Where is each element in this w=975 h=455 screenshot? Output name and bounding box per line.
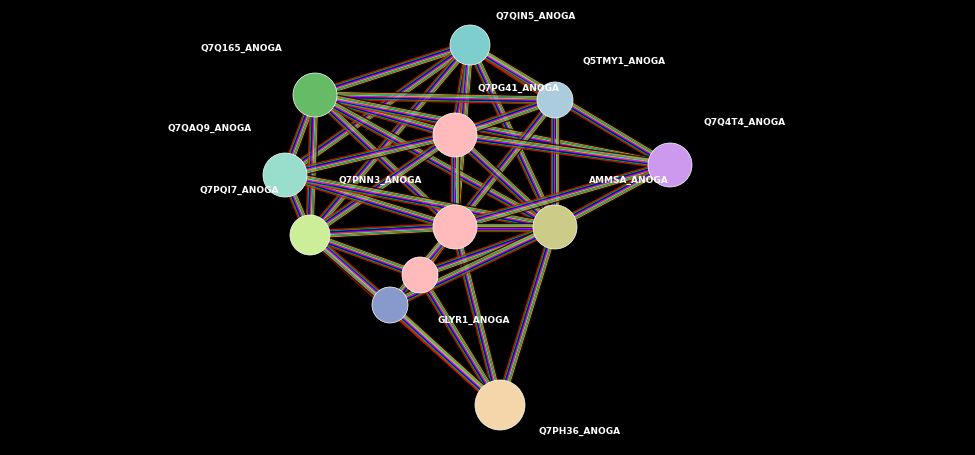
Text: Q7PH36_ANOGA: Q7PH36_ANOGA [538, 425, 621, 435]
Text: Q7PQI7_ANOGA: Q7PQI7_ANOGA [200, 185, 279, 194]
Circle shape [402, 258, 438, 293]
Circle shape [433, 114, 477, 157]
Circle shape [433, 206, 477, 249]
Circle shape [475, 380, 525, 430]
Circle shape [293, 74, 337, 118]
Text: AMMSA_ANOGA: AMMSA_ANOGA [589, 175, 669, 184]
Circle shape [648, 144, 692, 187]
Text: Q7PG41_ANOGA: Q7PG41_ANOGA [478, 83, 560, 92]
Text: GLYR1_ANOGA: GLYR1_ANOGA [438, 315, 511, 324]
Text: Q7QAQ9_ANOGA: Q7QAQ9_ANOGA [168, 123, 252, 132]
Circle shape [450, 26, 490, 66]
Text: Q7PNN3_ANOGA: Q7PNN3_ANOGA [338, 175, 422, 184]
Text: Q5TMY1_ANOGA: Q5TMY1_ANOGA [583, 56, 666, 66]
Circle shape [372, 288, 408, 324]
Circle shape [533, 206, 577, 249]
Circle shape [537, 83, 573, 119]
Text: Q7Q165_ANOGA: Q7Q165_ANOGA [200, 43, 282, 52]
Circle shape [263, 154, 307, 197]
Text: Q7QIN5_ANOGA: Q7QIN5_ANOGA [496, 11, 576, 20]
Text: Q7Q4T4_ANOGA: Q7Q4T4_ANOGA [704, 117, 786, 126]
Circle shape [290, 216, 330, 255]
